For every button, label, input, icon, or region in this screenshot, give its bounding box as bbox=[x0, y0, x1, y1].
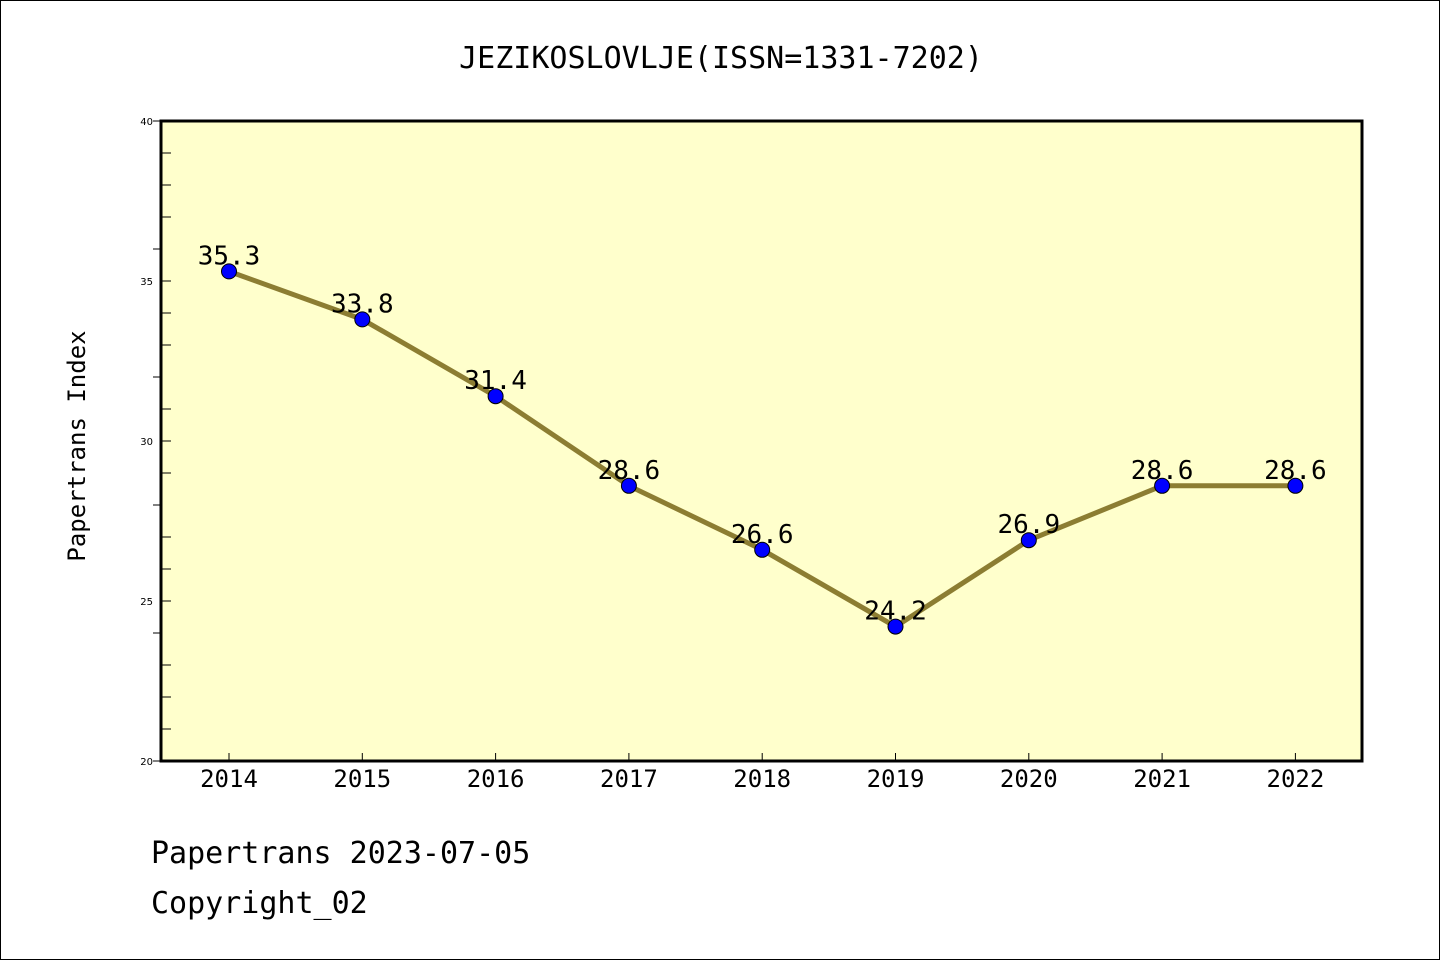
x-tick-label: 2019 bbox=[867, 765, 925, 793]
x-tick-label: 2014 bbox=[200, 765, 258, 793]
data-point bbox=[1287, 477, 1304, 494]
chart-title: JEZIKOSLOVLJE(ISSN=1331-7202) bbox=[459, 41, 983, 76]
data-labels: 35.3 33.8 31.4 28.6 26.6 24.2 26.9 28.6 28.6 bbox=[198, 241, 1327, 626]
data-label: 28.6 bbox=[598, 456, 661, 486]
data-label: 35.3 bbox=[198, 241, 261, 271]
data-point bbox=[887, 618, 904, 635]
x-tick-label: 2015 bbox=[333, 765, 391, 793]
data-label: 28.6 bbox=[1131, 456, 1194, 486]
data-label: 33.8 bbox=[331, 289, 394, 319]
x-tick-label: 2016 bbox=[467, 765, 525, 793]
x-tick-label: 2017 bbox=[600, 765, 658, 793]
data-markers bbox=[221, 263, 1304, 635]
data-point bbox=[221, 263, 237, 280]
x-tick-label: 2021 bbox=[1133, 765, 1191, 793]
plot-area bbox=[159, 119, 1364, 763]
y-tick-label: 30 bbox=[140, 437, 153, 448]
footer-copyright-text: Copyright_02 bbox=[151, 886, 368, 921]
x-tick-label: 2018 bbox=[733, 765, 791, 793]
x-tick-label: 2022 bbox=[1267, 765, 1325, 793]
data-label: 24.2 bbox=[864, 597, 927, 627]
y-axis: 20 25 30 35 40 bbox=[140, 117, 171, 768]
data-label: 28.6 bbox=[1264, 456, 1327, 486]
y-tick-label: 35 bbox=[140, 277, 153, 288]
data-point bbox=[354, 311, 371, 328]
data-point bbox=[1020, 532, 1037, 549]
y-tick-label: 20 bbox=[140, 757, 153, 768]
footer-date-text: Papertrans 2023-07-05 bbox=[151, 836, 531, 871]
y-tick-label: 40 bbox=[140, 117, 153, 128]
data-label: 26.6 bbox=[731, 520, 794, 550]
x-tick-label: 2020 bbox=[1000, 765, 1058, 793]
data-point bbox=[487, 388, 504, 405]
data-point bbox=[754, 541, 771, 558]
data-point bbox=[620, 477, 637, 494]
x-axis: 2014 2015 2016 2017 2018 2019 2020 2021 2022 bbox=[200, 753, 1324, 793]
data-point bbox=[1154, 477, 1171, 494]
y-tick-label: 25 bbox=[140, 597, 153, 608]
data-label: 26.9 bbox=[997, 510, 1060, 540]
y-axis-label: Papertrans Index bbox=[63, 330, 91, 561]
data-label: 31.4 bbox=[464, 366, 527, 396]
